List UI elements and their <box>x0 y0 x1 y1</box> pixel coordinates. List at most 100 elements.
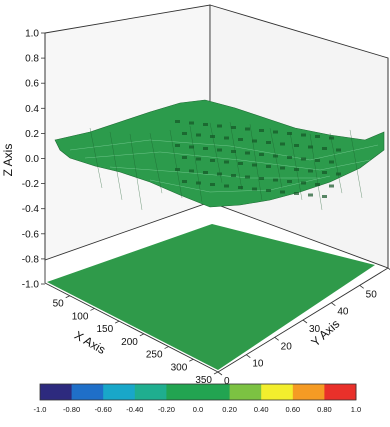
surface-cell <box>182 132 187 135</box>
y-tick-mark <box>217 371 223 376</box>
surface-cell <box>231 126 236 129</box>
surface-cell <box>301 181 306 185</box>
z-tick-label: 1.0 <box>25 29 39 40</box>
surface-cell <box>294 192 299 195</box>
x-tick-label: 100 <box>72 311 89 322</box>
surface-cell <box>294 144 299 147</box>
surface-cell <box>189 145 194 149</box>
surface-cell <box>322 147 327 150</box>
surface-cell <box>175 120 180 123</box>
x-tick-mark <box>65 295 70 299</box>
surface-mesh-line <box>289 131 303 200</box>
surface-mesh-line <box>129 133 143 210</box>
surface-cell <box>238 162 243 165</box>
surface <box>54 99 385 210</box>
x-tick-mark <box>164 346 169 349</box>
z-tick-label: 0.8 <box>25 54 39 65</box>
surface-cell <box>182 180 187 183</box>
surface-cell <box>252 187 257 191</box>
surface-mesh-line <box>249 124 263 201</box>
floor-projection <box>47 224 375 370</box>
surface-mesh-line <box>349 129 363 198</box>
z-tick-label: -0.4 <box>22 204 40 215</box>
colorbar-ticks: -1.0 -0.80 -0.60 -0.40 -0.20 0.0 0.20 0.40 0.60 0… <box>34 405 362 414</box>
colorbar-tick-label: 0.60 <box>285 405 300 414</box>
z-tick-label: 0.2 <box>25 129 39 140</box>
surface-cell <box>224 184 229 188</box>
surface-mesh-line <box>229 122 243 191</box>
x-tick-mark <box>189 358 194 362</box>
surface-cell <box>322 171 327 174</box>
surface-cell <box>336 172 341 176</box>
colorbar-tick-label: -0.40 <box>126 405 143 414</box>
surface-cell <box>287 132 292 135</box>
surface-cell <box>294 168 299 171</box>
y-tick-mark <box>246 354 251 358</box>
x-tick-mark <box>90 308 95 311</box>
surface-cell <box>315 135 320 138</box>
surface-cell <box>280 142 285 146</box>
surface-cell <box>259 177 264 180</box>
surface-cell <box>210 183 215 186</box>
surface-cell <box>203 171 208 174</box>
colorbar-tick-label: 0.80 <box>317 405 332 414</box>
z-tick-label: 0.6 <box>25 79 39 90</box>
surface-mesh-line <box>329 133 343 194</box>
surface-cell <box>245 127 250 131</box>
colorbar-segment <box>292 384 325 400</box>
surface-cell <box>224 160 229 164</box>
surface-cell <box>245 151 250 155</box>
y-tick-mark <box>302 319 308 324</box>
surface-cell <box>224 136 229 140</box>
z-tick-label: -0.6 <box>22 229 40 240</box>
x-tick-label: 250 <box>146 350 163 361</box>
surface-cell <box>273 130 278 134</box>
surface-cell <box>287 180 292 183</box>
surface-cell <box>189 169 194 173</box>
surface-mesh-line <box>109 166 320 179</box>
y-tick-mark <box>387 267 390 270</box>
colorbar-segment <box>198 384 231 400</box>
colorbar-tick-label: -0.80 <box>63 405 80 414</box>
surface-cell <box>301 133 306 137</box>
surface-cell <box>329 136 334 140</box>
surface-cell <box>308 193 313 197</box>
surface-cell <box>231 174 236 177</box>
y-tick-mark <box>331 302 336 306</box>
surface-cell <box>196 133 201 137</box>
surface-cell <box>203 147 208 150</box>
surface-cell <box>329 184 334 188</box>
colorbar-tick-label: -0.60 <box>95 405 112 414</box>
surface-cell <box>245 175 250 179</box>
x-tick-label: 150 <box>96 324 113 335</box>
z-tick-label: -0.8 <box>22 254 40 265</box>
y-tick-label: 10 <box>252 359 264 370</box>
surface-cell <box>280 166 285 170</box>
surface-cell <box>259 129 264 132</box>
surface-cell <box>196 181 201 185</box>
surface-cell <box>329 160 334 164</box>
x-tick-label: 350 <box>195 375 212 386</box>
colorbar <box>39 383 357 401</box>
surface-cell <box>280 190 285 194</box>
surface-cell <box>231 150 236 153</box>
surface-cell <box>210 135 215 138</box>
surface-cell <box>203 123 208 126</box>
surface-cell <box>266 189 271 192</box>
colorbar-tick-label: -0.20 <box>158 405 175 414</box>
y-axis-ticks: 010203040506 <box>217 267 390 387</box>
colorbar-tick-label: 0.20 <box>222 405 237 414</box>
y-tick-mark <box>274 337 279 341</box>
surface-mesh-line <box>69 139 379 161</box>
x-tick-mark <box>213 371 219 375</box>
colorbar-segment <box>40 384 73 400</box>
colorbar-segment <box>324 384 357 400</box>
surface-cell <box>322 195 327 198</box>
y-tick-mark <box>359 285 364 289</box>
z-tick-label: -0.2 <box>22 179 40 190</box>
z-tick-label: 0.4 <box>25 104 39 115</box>
surface-cell <box>273 178 278 182</box>
z-axis-ticks: 1.0 0.8 0.6 0.4 0.2 0.0 -0.2 -0.4 -0.6 -0.8 -1.0 <box>22 29 45 291</box>
x-tick-label: 300 <box>171 362 188 373</box>
surface-cell <box>308 145 313 149</box>
